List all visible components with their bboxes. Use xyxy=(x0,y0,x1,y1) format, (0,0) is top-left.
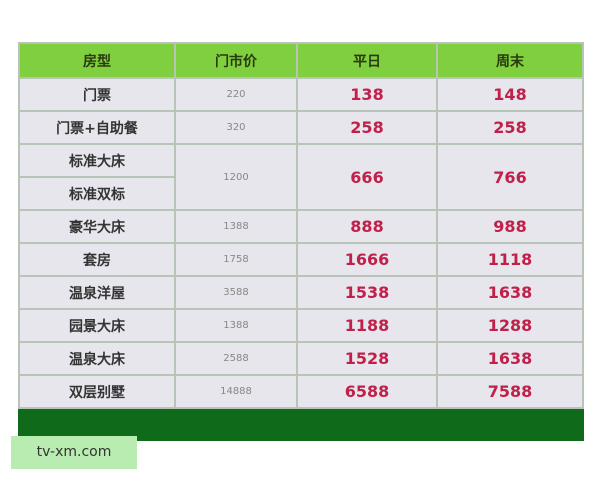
weekday-price: 1538 xyxy=(296,275,438,310)
table-row: 双层别墅 14888 6588 7588 xyxy=(18,374,584,409)
weekend-price: 1288 xyxy=(436,308,584,343)
room-name: 标准大床 xyxy=(18,143,176,178)
weekend-price: 258 xyxy=(436,110,584,145)
weekend-price: 766 xyxy=(436,143,584,211)
list-price: 1388 xyxy=(174,308,298,343)
weekday-price: 1188 xyxy=(296,308,438,343)
watermark: tv-xm.com xyxy=(11,436,137,469)
weekday-price: 138 xyxy=(296,77,438,112)
weekend-price: 1118 xyxy=(436,242,584,277)
room-name: 门票+自助餐 xyxy=(18,110,176,145)
weekday-price: 1528 xyxy=(296,341,438,376)
table-row: 温泉洋屋 3588 1538 1638 xyxy=(18,275,584,310)
table-row: 标准双标 xyxy=(18,176,583,211)
list-price: 1758 xyxy=(174,242,298,277)
table-row: 门票+自助餐 320 258 258 xyxy=(18,110,584,145)
weekday-price: 6588 xyxy=(296,374,438,409)
list-price: 2588 xyxy=(174,341,298,376)
room-name: 套房 xyxy=(18,242,176,277)
weekend-price: 1638 xyxy=(436,341,584,376)
table-row: 标准大床 1200 666 766 xyxy=(18,143,584,211)
price-table: 房型 门市价 平日 周末 门票 220 138 148 门票+自助餐 320 258 258 标… xyxy=(18,42,584,441)
list-price: 220 xyxy=(174,77,298,112)
list-price: 3588 xyxy=(174,275,298,310)
weekend-price: 148 xyxy=(436,77,584,112)
room-name: 温泉洋屋 xyxy=(18,275,176,310)
room-name: 温泉大床 xyxy=(18,341,176,376)
weekday-price: 1666 xyxy=(296,242,438,277)
header-room-type: 房型 xyxy=(18,42,176,79)
room-name: 园景大床 xyxy=(18,308,176,343)
header-list-price: 门市价 xyxy=(174,42,298,79)
table-row: 豪华大床 1388 888 988 xyxy=(18,209,584,244)
weekday-price: 888 xyxy=(296,209,438,244)
header-weekend: 周末 xyxy=(436,42,584,79)
weekday-price: 666 xyxy=(296,143,438,211)
table-row: 门票 220 138 148 xyxy=(18,77,584,112)
header-weekday: 平日 xyxy=(296,42,438,79)
list-price: 1200 xyxy=(174,143,298,211)
table-row: 套房 1758 1666 1118 xyxy=(18,242,584,277)
footer-bar xyxy=(18,407,584,441)
weekend-price: 7588 xyxy=(436,374,584,409)
table-row: 园景大床 1388 1188 1288 xyxy=(18,308,584,343)
list-price: 1388 xyxy=(174,209,298,244)
list-price: 320 xyxy=(174,110,298,145)
room-name: 双层别墅 xyxy=(18,374,176,409)
weekend-price: 988 xyxy=(436,209,584,244)
room-name: 门票 xyxy=(18,77,176,112)
table-row: 温泉大床 2588 1528 1638 xyxy=(18,341,584,376)
weekend-price: 1638 xyxy=(436,275,584,310)
room-name: 豪华大床 xyxy=(18,209,176,244)
list-price: 14888 xyxy=(174,374,298,409)
room-name: 标准双标 xyxy=(18,176,176,211)
weekday-price: 258 xyxy=(296,110,438,145)
header-row: 房型 门市价 平日 周末 xyxy=(18,42,584,79)
